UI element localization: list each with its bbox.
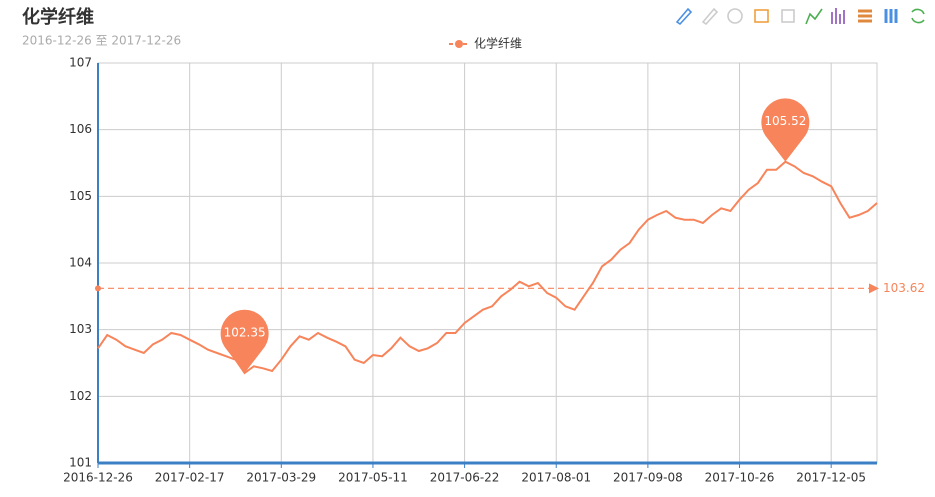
- pin-label: 102.35: [224, 326, 266, 340]
- chart-title: 化学纤维: [22, 6, 94, 28]
- legend-label[interactable]: 化学纤维: [474, 36, 522, 51]
- y-tick-label: 104: [69, 256, 92, 270]
- x-tick-label: 2017-09-08: [613, 471, 683, 485]
- tool-zoom[interactable]: [754, 9, 769, 23]
- mean-line-start: [95, 285, 101, 292]
- tool-mark-undo[interactable]: [701, 7, 719, 26]
- tool-stack[interactable]: [858, 9, 872, 23]
- x-tick-label: 2017-06-22: [430, 471, 500, 485]
- legend-symbol: [455, 40, 463, 48]
- x-tick-label: 2017-10-26: [705, 471, 775, 485]
- pin: [220, 309, 269, 373]
- y-tick-label: 105: [69, 189, 92, 203]
- pin: [761, 98, 810, 162]
- y-tick-label: 103: [69, 322, 92, 336]
- y-tick-label: 101: [69, 456, 92, 470]
- tool-tiled[interactable]: [884, 9, 898, 23]
- tool-line[interactable]: [805, 8, 823, 25]
- mean-line-arrow: [869, 283, 879, 294]
- x-tick-label: 2017-03-29: [246, 471, 316, 485]
- chart-subtitle: 2016-12-26 至 2017-12-26: [22, 34, 181, 48]
- tool-mark-clear[interactable]: [727, 8, 743, 24]
- pin-label: 105.52: [764, 114, 806, 128]
- x-tick-label: 2017-05-11: [338, 471, 408, 485]
- x-tick-label: 2017-02-17: [155, 471, 225, 485]
- y-tick-label: 107: [69, 56, 92, 70]
- tool-bar[interactable]: [831, 8, 845, 24]
- x-tick-label: 2017-08-01: [521, 471, 591, 485]
- y-tick-label: 102: [69, 389, 92, 403]
- tool-mark[interactable]: [675, 7, 693, 26]
- x-tick-label: 2017-12-05: [796, 471, 866, 485]
- legend[interactable]: 化学纤维: [449, 36, 522, 51]
- mean-line-label: 103.62: [883, 281, 925, 295]
- tool-zoom-back[interactable]: [781, 9, 795, 23]
- toolbox[interactable]: [675, 7, 925, 26]
- x-tick-label: 2016-12-26: [63, 471, 133, 485]
- y-tick-label: 106: [69, 122, 92, 136]
- tool-restore[interactable]: [911, 8, 925, 24]
- line: [97, 160, 878, 375]
